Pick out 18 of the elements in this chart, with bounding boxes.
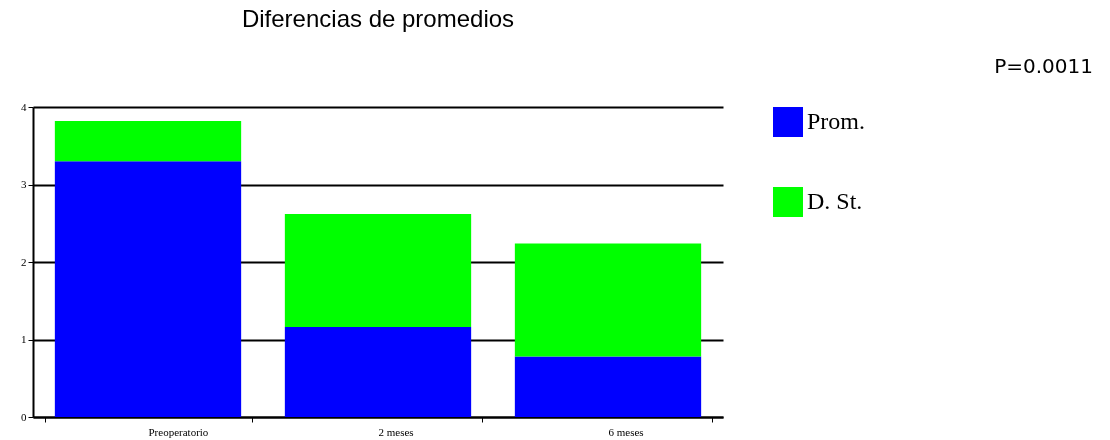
x-tick-label: Preoperatorio bbox=[148, 425, 209, 438]
y-tick-label: 3 bbox=[21, 178, 27, 190]
bar bbox=[284, 327, 472, 417]
bar bbox=[54, 161, 242, 417]
x-tick-label: 2 meses bbox=[378, 425, 414, 438]
legend-label: Prom. bbox=[807, 108, 866, 134]
x-tick-label: 6 meses bbox=[608, 425, 644, 438]
text: P=0.0011 bbox=[994, 54, 1093, 78]
legend-label: D. St. bbox=[807, 188, 863, 214]
bar bbox=[514, 356, 702, 417]
y-tick-label: 1 bbox=[21, 333, 27, 345]
y-tick-label: 0 bbox=[21, 410, 27, 423]
bar bbox=[514, 243, 702, 357]
y-tick-label: 2 bbox=[21, 255, 27, 268]
bar bbox=[54, 120, 242, 162]
y-tick-label: 4 bbox=[21, 100, 27, 113]
bar bbox=[284, 213, 472, 328]
chart-title: Diferencias de promedios bbox=[241, 5, 515, 32]
